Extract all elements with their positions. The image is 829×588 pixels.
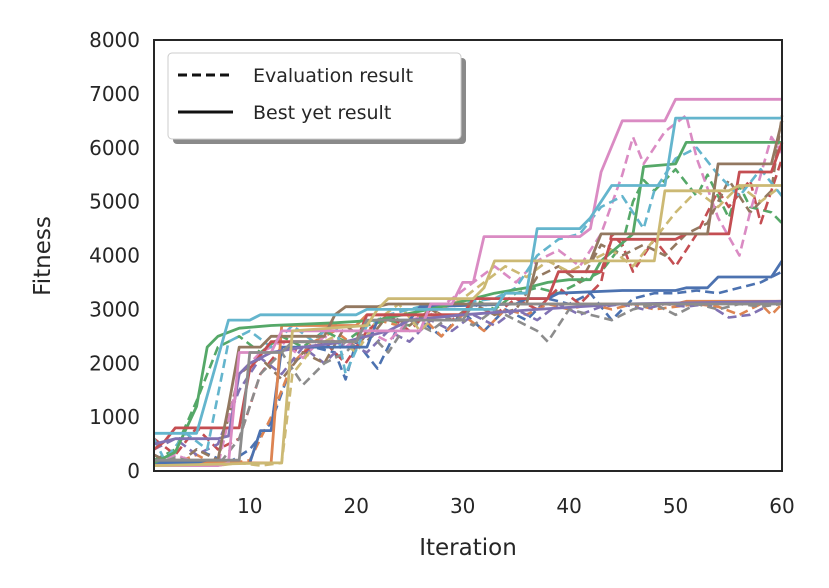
y-axis-label: Fitness	[30, 216, 56, 296]
best-line-run-gray	[154, 302, 782, 462]
y-tick-label: 8000	[89, 28, 140, 52]
x-tick-label: 10	[237, 494, 262, 518]
y-tick-label: 5000	[89, 190, 140, 214]
legend-entry-evaluation: Evaluation result	[253, 65, 413, 87]
x-tick-label: 50	[663, 494, 688, 518]
legend: Evaluation result Best yet result	[167, 52, 466, 144]
best-line-run-green	[153, 140, 782, 465]
x-tick-label: 30	[450, 494, 475, 518]
series-layer	[152, 97, 784, 468]
y-tick-label: 6000	[89, 136, 140, 160]
y-tick-label: 1000	[89, 405, 140, 429]
legend-entry-best: Best yet result	[253, 102, 391, 124]
best-line-run-pink	[154, 97, 782, 468]
y-tick-label: 3000	[89, 297, 140, 321]
y-tick-label: 0	[127, 459, 140, 483]
y-tick-label: 2000	[89, 351, 140, 375]
x-axis-ticks: 10 20 30 40 50 60	[237, 494, 795, 518]
eval-line-run-green	[153, 168, 783, 462]
eval-line-run-pink	[153, 114, 784, 467]
eval-line-run-olive	[153, 184, 783, 467]
best-line-run-cyan	[154, 116, 782, 435]
y-axis-ticks: 0 1000 2000 3000 4000 5000 6000 7000 8000	[89, 28, 140, 483]
legend-box	[167, 52, 462, 140]
x-tick-label: 40	[556, 494, 581, 518]
best-line-run-red	[153, 141, 784, 451]
best-line-run-olive	[153, 184, 782, 467]
plot-frame	[153, 39, 783, 472]
x-tick-label: 60	[769, 494, 794, 518]
x-tick-label: 20	[344, 494, 369, 518]
x-axis-label: Iteration	[419, 535, 517, 561]
eval-line-run-gray	[153, 302, 783, 467]
y-tick-label: 7000	[89, 82, 140, 106]
eval-line-run-orange	[153, 302, 783, 467]
y-tick-label: 4000	[89, 244, 140, 268]
